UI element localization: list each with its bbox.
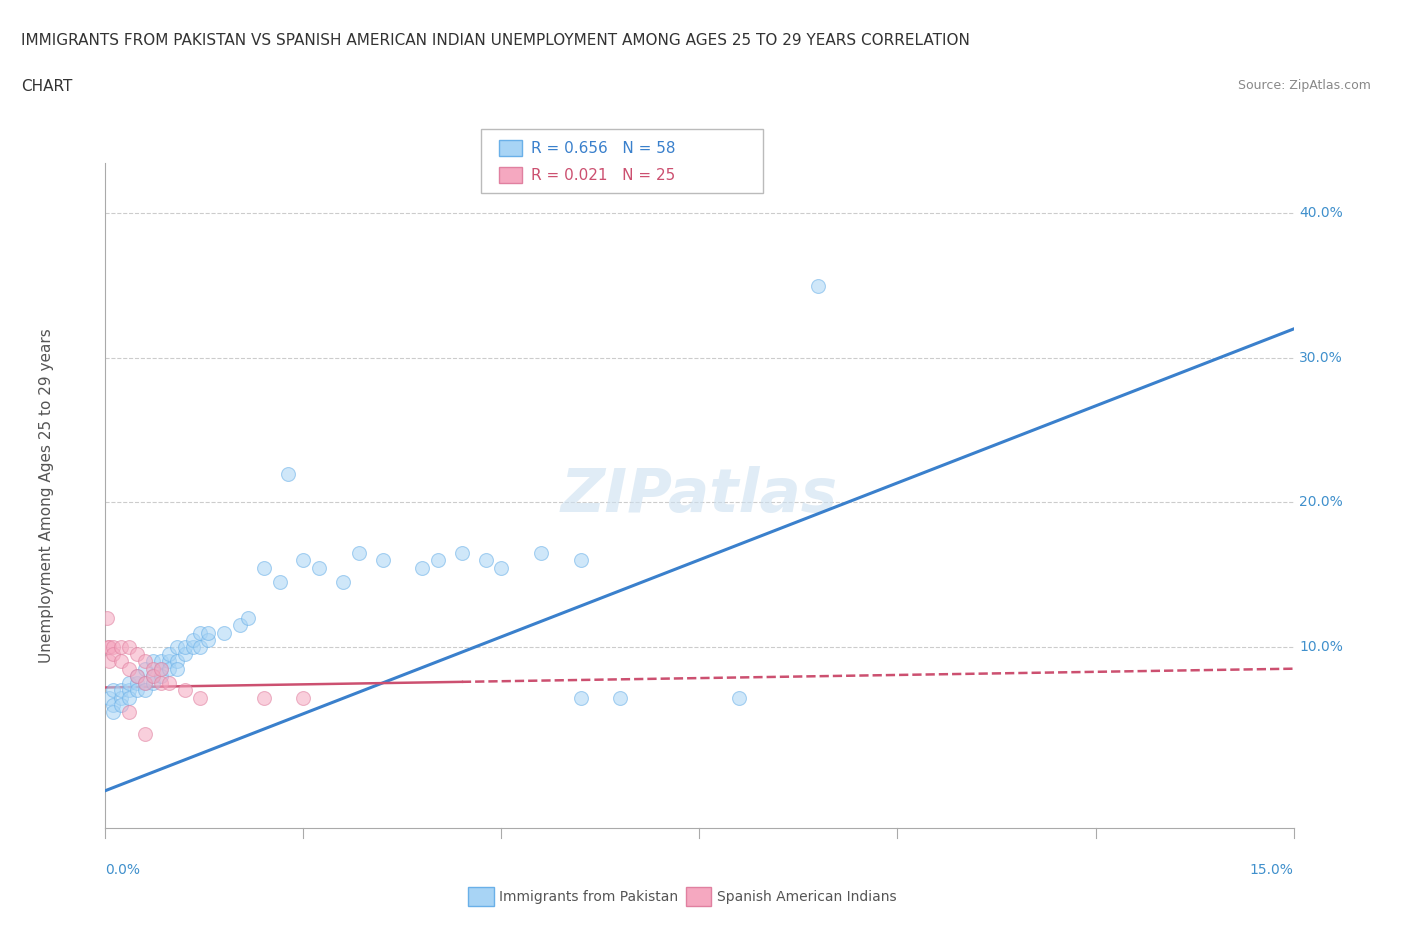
Point [127,676,149,691]
Text: CHART: CHART [21,79,73,94]
Point [157,661,180,676]
Point [197,632,219,647]
Point [98,654,121,669]
Point [530,546,553,561]
Point [110,654,132,669]
Point [110,683,132,698]
Point [149,676,172,691]
Point [118,640,141,655]
Point [371,552,394,567]
Point [609,690,631,705]
Point [157,676,180,691]
Point [269,575,291,590]
Point [110,698,132,712]
Point [134,654,156,669]
Point [253,560,276,575]
Text: IMMIGRANTS FROM PAKISTAN VS SPANISH AMERICAN INDIAN UNEMPLOYMENT AMONG AGES 25 T: IMMIGRANTS FROM PAKISTAN VS SPANISH AMER… [21,33,970,47]
Point [103,683,125,698]
Point [253,690,276,705]
Point [149,661,172,676]
Point [127,669,149,684]
Point [190,690,212,705]
Point [181,632,204,647]
Point [157,654,180,669]
Point [127,646,149,661]
Point [142,654,165,669]
Point [98,640,121,655]
Point [127,683,149,698]
Point [166,661,188,676]
Point [347,546,370,561]
Point [157,646,180,661]
Point [190,625,212,640]
Point [110,690,132,705]
Point [236,611,259,626]
Point [332,575,354,590]
Point [229,618,252,632]
Text: 0.0%: 0.0% [105,863,141,877]
Point [474,552,496,567]
Text: 30.0%: 30.0% [1299,351,1343,365]
Point [149,669,172,684]
Point [98,690,121,705]
Point [292,690,315,705]
Point [569,552,592,567]
Point [427,552,450,567]
Point [118,676,141,691]
Point [450,546,472,561]
Point [149,661,172,676]
Point [118,690,141,705]
Text: Immigrants from Pakistan: Immigrants from Pakistan [499,889,678,904]
Text: R = 0.021   N = 25: R = 0.021 N = 25 [531,167,676,183]
Point [118,661,141,676]
Text: ZIPatlas: ZIPatlas [561,466,838,525]
Point [173,646,195,661]
Point [127,669,149,684]
Point [96,611,118,626]
Point [142,669,165,684]
Point [277,466,299,481]
Text: Source: ZipAtlas.com: Source: ZipAtlas.com [1237,79,1371,92]
Point [97,640,120,655]
Text: 10.0%: 10.0% [1299,640,1343,654]
Point [118,683,141,698]
Text: R = 0.656   N = 58: R = 0.656 N = 58 [531,140,676,156]
Point [134,683,156,698]
Text: 20.0%: 20.0% [1299,496,1343,510]
Point [142,669,165,684]
Point [103,640,125,655]
Point [103,705,125,720]
Point [134,661,156,676]
Text: Unemployment Among Ages 25 to 29 years: Unemployment Among Ages 25 to 29 years [38,328,53,662]
Point [411,560,433,575]
Point [103,698,125,712]
Point [149,654,172,669]
Point [728,690,751,705]
Point [181,640,204,655]
Point [292,552,315,567]
Point [134,726,156,741]
Point [166,654,188,669]
Point [134,676,156,691]
Point [110,640,132,655]
Text: 15.0%: 15.0% [1250,863,1294,877]
Point [142,676,165,691]
Point [134,676,156,691]
Point [807,278,830,293]
Point [308,560,330,575]
Point [190,640,212,655]
Point [173,683,195,698]
Point [214,625,236,640]
Point [173,640,195,655]
Point [103,646,125,661]
Point [166,640,188,655]
Point [569,690,592,705]
Point [142,661,165,676]
Point [197,625,219,640]
Point [118,705,141,720]
Text: Spanish American Indians: Spanish American Indians [717,889,897,904]
Point [491,560,513,575]
Text: 40.0%: 40.0% [1299,206,1343,220]
